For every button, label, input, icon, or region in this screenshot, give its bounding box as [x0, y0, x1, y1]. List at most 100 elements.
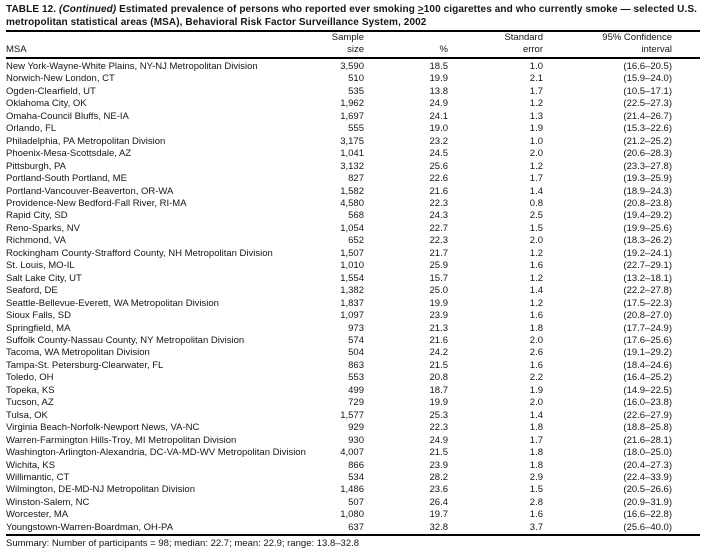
column-header-msa: MSA — [6, 43, 324, 59]
cell-msa: Salt Lake City, UT — [6, 272, 82, 284]
cell-confidence-interval: (22.2–27.8) — [623, 285, 672, 297]
cell-standard-error: 1.8 — [529, 422, 543, 434]
table-row: Tucson, AZ 729 19.9 2.0 (16.0–23.8) — [6, 397, 700, 409]
table-row: Rockingham County-Strafford County, NH M… — [6, 248, 700, 260]
cell-standard-error: 1.9 — [529, 384, 543, 396]
cell-sample: 1,054 — [340, 222, 364, 234]
cell-msa: Oklahoma City, OK — [6, 98, 87, 110]
cell-percent: 18.7 — [429, 384, 449, 396]
column-header-percent: % — [368, 43, 456, 59]
cell-standard-error: 1.7 — [529, 85, 543, 97]
cell-standard-error: 2.2 — [529, 372, 543, 384]
table-row: Virginia Beach-Norfolk-Newport News, VA-… — [6, 422, 700, 434]
cell-sample: 4,580 — [340, 197, 364, 209]
cell-standard-error: 1.2 — [529, 272, 543, 284]
cell-msa: Topeka, KS — [6, 384, 55, 396]
cell-percent: 21.5 — [429, 359, 449, 371]
cell-sample: 1,507 — [340, 247, 364, 259]
cell-percent: 18.5 — [429, 61, 449, 72]
cell-percent: 22.7 — [429, 222, 449, 234]
cell-msa: Norwich-New London, CT — [6, 73, 115, 85]
cell-percent: 32.8 — [429, 521, 449, 533]
table-row: Springfield, MA 973 21.3 1.8 (17.7–24.9) — [6, 323, 700, 335]
table-continued-note: (Continued) — [59, 4, 120, 15]
cell-msa: Tulsa, OK — [6, 409, 48, 421]
cell-confidence-interval: (18.9–24.3) — [623, 185, 672, 197]
cell-msa: Sioux Falls, SD — [6, 310, 71, 322]
cell-confidence-interval: (22.5–27.3) — [623, 98, 672, 110]
cell-sample: 1,837 — [340, 297, 364, 309]
cell-confidence-interval: (13.2–18.1) — [623, 272, 672, 284]
cell-msa: Philadelphia, PA Metropolitan Division — [6, 135, 166, 147]
cell-sample: 1,486 — [340, 484, 364, 496]
cell-sample: 553 — [348, 372, 364, 384]
cell-msa: Seaford, DE — [6, 285, 58, 297]
cell-sample: 1,097 — [340, 310, 364, 322]
cell-confidence-interval: (10.5–17.1) — [623, 85, 672, 97]
header-msa-spacer — [6, 32, 324, 44]
table-row: Wichita, KS 866 23.9 1.8 (20.4–27.3) — [6, 460, 700, 472]
cell-percent: 21.6 — [429, 185, 449, 197]
cell-confidence-interval: (21.6–28.1) — [623, 434, 672, 446]
cell-percent: 24.3 — [429, 210, 449, 222]
cell-percent: 24.1 — [429, 110, 449, 122]
cell-percent: 21.7 — [429, 247, 449, 259]
cell-sample: 929 — [348, 422, 364, 434]
table-title-text-1: Estimated prevalence of persons who repo… — [119, 4, 418, 15]
cell-percent: 22.3 — [429, 197, 449, 209]
cell-sample: 510 — [348, 73, 364, 85]
cell-msa: Willimantic, CT — [6, 471, 70, 483]
cell-sample: 3,590 — [340, 61, 364, 72]
cell-confidence-interval: (19.9–25.6) — [623, 222, 672, 234]
column-header-sample-line2: size — [324, 43, 368, 59]
cell-percent: 19.9 — [429, 73, 449, 85]
table-row: Oklahoma City, OK 1,962 24.9 1.2 (22.5–27.3) — [6, 98, 700, 110]
cell-confidence-interval: (22.6–27.9) — [623, 409, 672, 421]
cell-sample: 1,697 — [340, 110, 364, 122]
cell-confidence-interval: (19.3–25.9) — [623, 173, 672, 185]
cell-sample: 507 — [348, 496, 364, 508]
cell-msa: Youngstown-Warren-Boardman, OH-PA — [6, 521, 174, 533]
table-row: Toledo, OH 553 20.8 2.2 (16.4–25.2) — [6, 372, 700, 384]
cell-standard-error: 1.2 — [529, 297, 543, 309]
cell-percent: 28.2 — [429, 471, 449, 483]
cell-standard-error: 0.8 — [529, 197, 543, 209]
table-row: Rapid City, SD 568 24.3 2.5 (19.4–29.2) — [6, 210, 700, 222]
cell-msa: Richmond, VA — [6, 235, 67, 247]
cell-msa: Wilmington, DE-MD-NJ Metropolitan Divisi… — [6, 484, 195, 496]
cell-confidence-interval: (21.2–25.2) — [623, 135, 672, 147]
cell-msa: Ogden-Clearfield, UT — [6, 85, 96, 97]
cell-msa: Portland-Vancouver-Beaverton, OR-WA — [6, 185, 174, 197]
cell-sample: 973 — [348, 322, 364, 334]
cell-standard-error: 1.8 — [529, 459, 543, 471]
cell-confidence-interval: (15.9–24.0) — [623, 73, 672, 85]
table-row: Ogden-Clearfield, UT 535 13.8 1.7 (10.5–17.1… — [6, 86, 700, 98]
cell-confidence-interval: (16.4–25.2) — [623, 372, 672, 384]
cell-confidence-interval: (18.3–26.2) — [623, 235, 672, 247]
cell-msa: Reno-Sparks, NV — [6, 222, 80, 234]
cell-percent: 13.8 — [429, 85, 449, 97]
cell-standard-error: 1.8 — [529, 447, 543, 459]
cell-standard-error: 2.6 — [529, 347, 543, 359]
table-row: Salt Lake City, UT 1,554 15.7 1.2 (13.2–18.1… — [6, 273, 700, 285]
cell-confidence-interval: (20.4–27.3) — [623, 459, 672, 471]
prevalence-table: Sample Standard 95% Confidence MSA size … — [6, 32, 700, 537]
summary-line: Summary: Number of participants = 98; me… — [6, 538, 360, 550]
cell-msa: St. Louis, MO-IL — [6, 260, 75, 272]
table-row: Orlando, FL 555 19.0 1.9 (15.3–22.6) — [6, 123, 700, 135]
table-row: Willimantic, CT 534 28.2 2.9 (22.4–33.9) — [6, 472, 700, 484]
cell-percent: 21.6 — [429, 334, 449, 346]
cell-sample: 1,962 — [340, 98, 364, 110]
cell-percent: 25.6 — [429, 160, 449, 172]
cell-standard-error: 2.9 — [529, 471, 543, 483]
cell-sample: 1,577 — [340, 409, 364, 421]
cell-msa: New York-Wayne-White Plains, NY-NJ Metro… — [6, 61, 258, 72]
cell-msa: Orlando, FL — [6, 123, 57, 135]
cell-msa: Winston-Salem, NC — [6, 496, 90, 508]
cell-sample: 637 — [348, 521, 364, 533]
cell-sample: 574 — [348, 334, 364, 346]
cell-confidence-interval: (19.1–29.2) — [623, 347, 672, 359]
cell-standard-error: 1.7 — [529, 434, 543, 446]
table-row: Sioux Falls, SD 1,097 23.9 1.6 (20.8–27.0) — [6, 310, 700, 322]
